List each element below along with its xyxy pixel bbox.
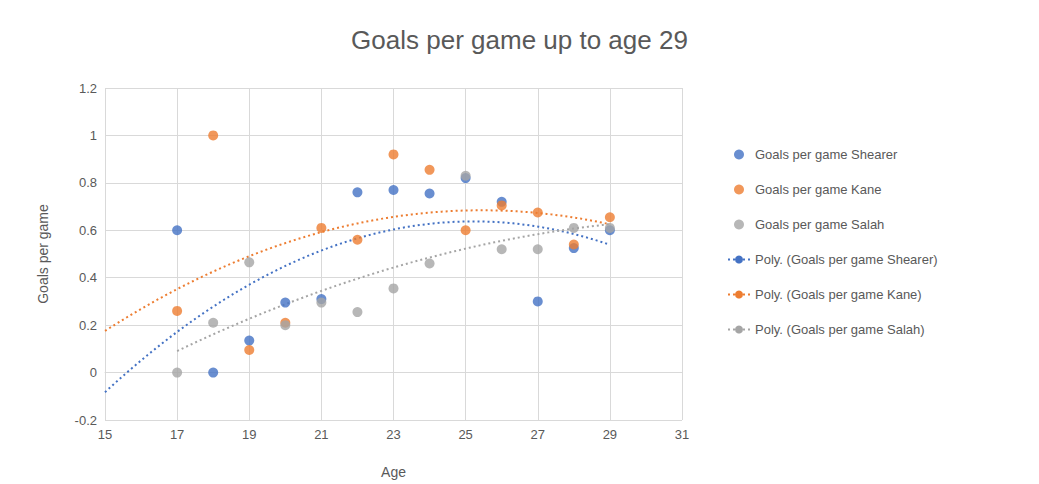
svg-text:Poly. (Goals per game Salah): Poly. (Goals per game Salah) — [755, 322, 925, 337]
svg-text:15: 15 — [98, 427, 112, 442]
svg-text:Goals per game up to age 29: Goals per game up to age 29 — [351, 25, 688, 55]
svg-text:0.8: 0.8 — [79, 175, 97, 190]
svg-text:25: 25 — [458, 427, 472, 442]
svg-text:21: 21 — [314, 427, 328, 442]
svg-text:27: 27 — [531, 427, 545, 442]
svg-text:29: 29 — [603, 427, 617, 442]
svg-text:Goals per game Kane: Goals per game Kane — [755, 182, 881, 197]
svg-text:17: 17 — [170, 427, 184, 442]
svg-text:0: 0 — [90, 365, 97, 380]
svg-text:-0.2: -0.2 — [75, 413, 97, 428]
svg-text:23: 23 — [386, 427, 400, 442]
svg-text:Age: Age — [381, 464, 406, 480]
svg-text:1.2: 1.2 — [79, 81, 97, 96]
svg-text:Goals per game Shearer: Goals per game Shearer — [755, 147, 898, 162]
svg-text:0.4: 0.4 — [79, 270, 97, 285]
svg-text:0.2: 0.2 — [79, 318, 97, 333]
svg-text:Poly. (Goals per game Shearer): Poly. (Goals per game Shearer) — [755, 252, 938, 267]
svg-text:Goals per game Salah: Goals per game Salah — [755, 217, 884, 232]
svg-text:1: 1 — [90, 128, 97, 143]
svg-text:0.6: 0.6 — [79, 223, 97, 238]
svg-text:19: 19 — [242, 427, 256, 442]
svg-text:31: 31 — [675, 427, 689, 442]
svg-text:Poly. (Goals per game Kane): Poly. (Goals per game Kane) — [755, 287, 922, 302]
svg-text:Goals per game: Goals per game — [35, 204, 51, 304]
